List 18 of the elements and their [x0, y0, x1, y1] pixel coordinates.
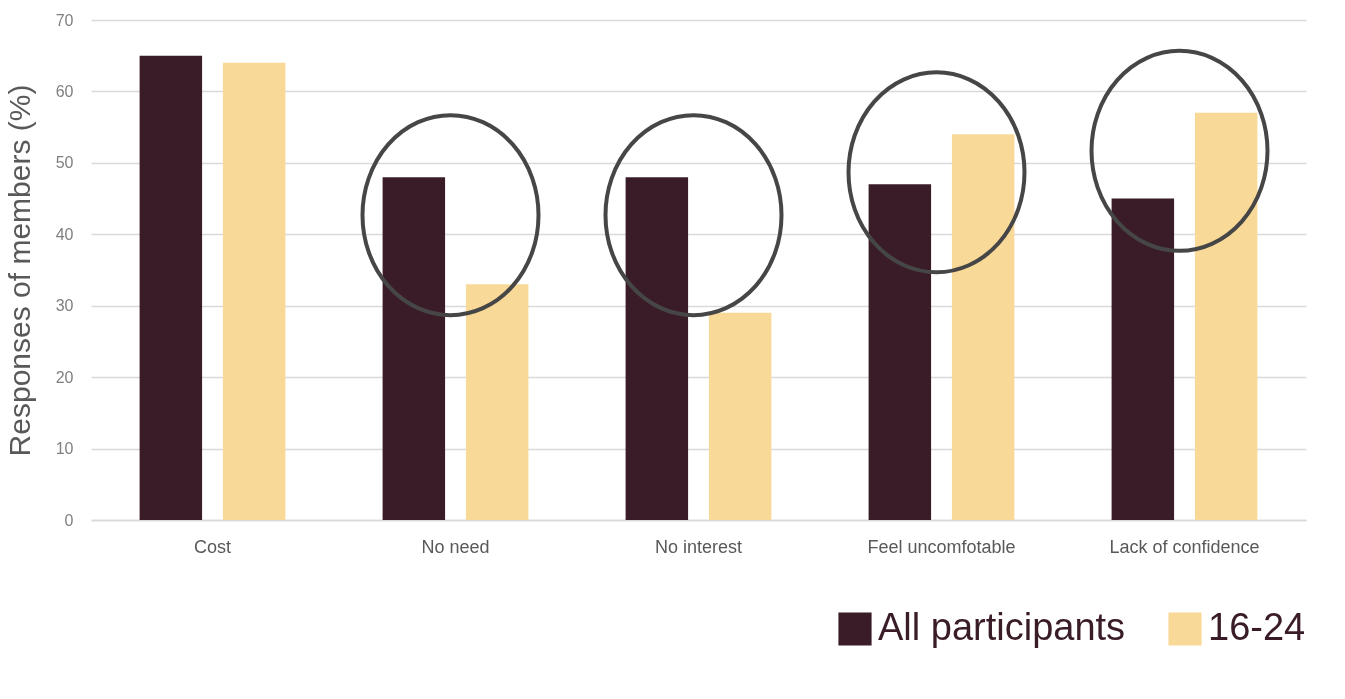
y-tick-label: 30: [55, 297, 74, 315]
y-tick-label: 20: [55, 368, 74, 386]
bar: [222, 62, 286, 520]
y-tick-label: 10: [55, 440, 74, 458]
y-axis-title: Responses of members (%): [2, 84, 36, 457]
bar: [139, 55, 203, 520]
y-tick-label: 70: [55, 11, 74, 29]
y-tick-label: 60: [55, 82, 74, 100]
y-tick-label: 40: [55, 225, 74, 243]
x-tick-label: No interest: [654, 536, 743, 557]
x-tick-label: Lack of confidence: [1109, 536, 1260, 557]
y-tick-label: 0: [64, 511, 74, 529]
x-tick-label: No need: [421, 536, 490, 557]
x-tick-label: Feel uncomfotable: [867, 536, 1016, 557]
y-tick-label: 50: [55, 154, 74, 172]
legend-label: All participants: [878, 606, 1126, 648]
legend-label: 16-24: [1208, 606, 1306, 648]
x-tick-label: Cost: [193, 536, 232, 557]
